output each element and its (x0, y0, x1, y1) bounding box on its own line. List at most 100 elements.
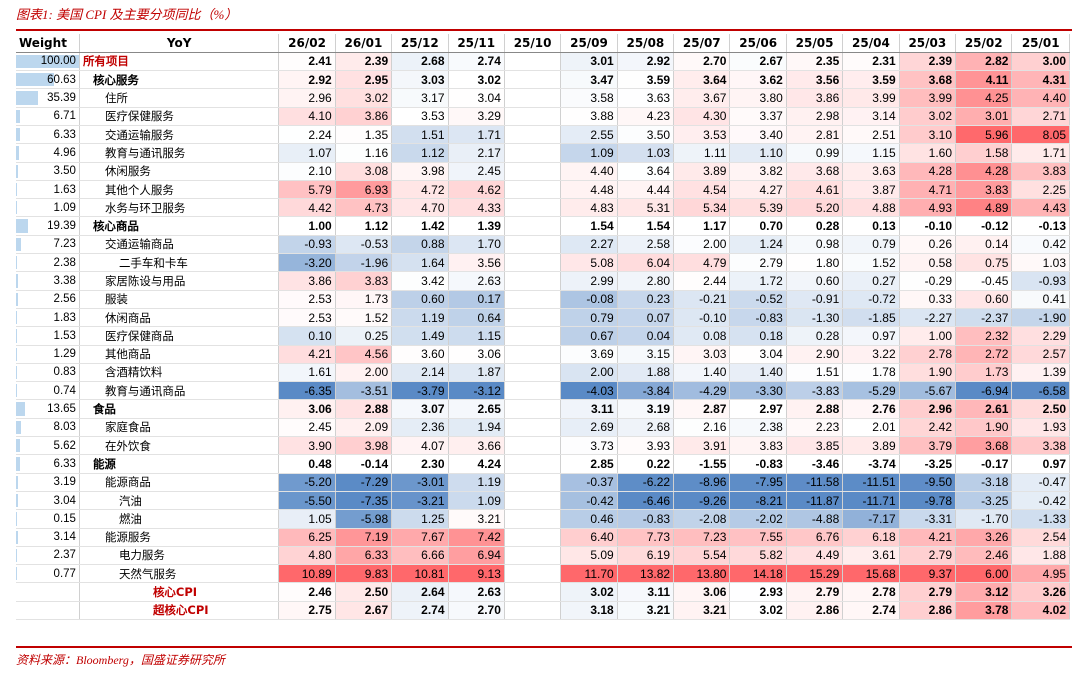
value-cell: 0.79 (560, 308, 618, 328)
value-cell: 3.98 (391, 162, 449, 181)
value-cell: 2.67 (335, 601, 393, 621)
value-cell: 2.38 (729, 418, 787, 438)
value-cell: -11.58 (786, 473, 844, 492)
value-cell: 1.10 (729, 143, 787, 163)
value-cell: -0.08 (560, 290, 618, 309)
value-cell: 5.34 (673, 198, 731, 218)
value-cell: 3.50 (617, 125, 675, 145)
table-row: 100.00 所有项目 2.41 2.39 2.68 2.74 3.01 2.92 2.70 2.… (16, 52, 1070, 72)
value-cell: 3.85 (786, 436, 844, 456)
value-cell: -0.47 (1011, 473, 1070, 492)
value-cell: -3.74 (842, 454, 900, 474)
table-row: 超核心CPI 2.75 2.67 2.74 2.70 3.18 3.21 3.21 3.02 2.… (16, 601, 1070, 621)
weight-bar (16, 201, 17, 215)
weight-bar (16, 402, 25, 416)
value-cell: 2.51 (842, 125, 900, 145)
top-rule (16, 29, 1072, 31)
value-cell: 2.81 (786, 125, 844, 145)
value-cell: 2.55 (560, 125, 618, 145)
value-cell: -3.18 (955, 473, 1013, 492)
weight-cell (16, 582, 80, 602)
value-cell: 2.50 (1011, 399, 1070, 419)
value-cell: 1.87 (448, 363, 505, 383)
value-cell: 0.60 (786, 271, 844, 291)
value-cell: 4.89 (955, 198, 1013, 218)
value-cell: 3.83 (1011, 162, 1070, 181)
column-header: 25/01 (1011, 34, 1070, 53)
table-row: 6.71 医疗保健服务 4.10 3.86 3.53 3.29 3.88 4.23 4.30 3.… (16, 107, 1070, 126)
value-cell: 3.80 (729, 88, 787, 108)
value-cell: 2.41 (278, 52, 336, 72)
bottom-rule (16, 646, 1072, 648)
value-cell: 7.67 (391, 528, 449, 547)
item-name: 能源商品 (79, 473, 280, 492)
value-cell (504, 235, 562, 255)
value-cell: -8.21 (729, 491, 787, 511)
weight-cell (16, 601, 80, 621)
table-row: 核心CPI 2.46 2.50 2.64 2.63 3.02 3.11 3.06 2.93 2.7… (16, 582, 1070, 602)
value-cell (504, 582, 562, 602)
value-cell: 2.09 (335, 418, 393, 438)
table-row: 3.50 休闲服务 2.10 3.08 3.98 2.45 4.40 3.64 3.89 3.82… (16, 162, 1070, 181)
value-cell: 1.80 (786, 253, 844, 273)
value-cell: 1.70 (448, 235, 505, 255)
value-cell: 2.42 (899, 418, 957, 438)
weight-bar (16, 182, 18, 197)
weight-bar (16, 420, 22, 435)
table-row: 5.62 在外饮食 3.90 3.98 4.07 3.66 3.73 3.93 3.91 3.83… (16, 436, 1070, 456)
weight-value: 35.39 (47, 92, 76, 105)
value-cell: 1.51 (391, 125, 449, 145)
weight-value: 5.62 (53, 439, 76, 452)
value-cell: 2.98 (786, 107, 844, 126)
value-cell: 9.13 (448, 564, 505, 584)
value-cell: -6.94 (955, 381, 1013, 401)
table-row: 3.04 汽油 -5.50 -7.35 -3.21 1.09 -0.42 -6.46 -9.26… (16, 491, 1070, 511)
value-cell: 1.11 (673, 143, 731, 163)
value-cell: 6.40 (560, 528, 618, 547)
value-cell: 4.54 (673, 180, 731, 200)
value-cell (504, 326, 562, 346)
value-cell: 3.61 (842, 546, 900, 566)
weight-cell: 1.09 (16, 198, 80, 218)
value-cell: 2.75 (278, 601, 336, 621)
value-cell: 0.64 (448, 308, 505, 328)
value-cell: -3.25 (899, 454, 957, 474)
weight-cell: 0.74 (16, 381, 80, 401)
weight-value: 3.50 (53, 165, 76, 178)
value-cell: 8.05 (1011, 125, 1070, 145)
value-cell: 2.79 (786, 582, 844, 602)
value-cell: 3.03 (391, 70, 449, 90)
value-cell: 2.96 (278, 88, 336, 108)
value-cell: 1.05 (278, 509, 336, 529)
value-cell: -0.52 (729, 290, 787, 309)
item-name: 家庭食品 (79, 418, 280, 438)
value-cell: -0.14 (335, 454, 393, 474)
value-cell: 3.63 (842, 162, 900, 181)
value-cell: -6.35 (278, 381, 336, 401)
weight-cell: 3.19 (16, 473, 80, 492)
item-name: 所有项目 (79, 52, 280, 72)
value-cell: -7.29 (335, 473, 393, 492)
value-cell: -7.95 (729, 473, 787, 492)
value-cell (504, 88, 562, 108)
value-cell: 4.40 (560, 162, 618, 181)
value-cell: 3.98 (335, 436, 393, 456)
value-cell: 1.39 (1011, 363, 1070, 383)
value-cell: 0.14 (955, 235, 1013, 255)
value-cell: 0.26 (899, 235, 957, 255)
value-cell: 1.88 (1011, 546, 1070, 566)
value-cell: 2.17 (448, 143, 505, 163)
value-cell: -0.83 (729, 308, 787, 328)
weight-bar (16, 329, 17, 343)
weight-value: 8.03 (53, 421, 76, 434)
value-cell: 3.86 (335, 107, 393, 126)
value-cell: 4.56 (335, 345, 393, 364)
weight-bar (16, 109, 21, 123)
value-cell: 3.02 (899, 107, 957, 126)
item-name: 水务与环卫服务 (79, 198, 280, 218)
value-cell: -6.22 (617, 473, 675, 492)
item-name: 住所 (79, 88, 280, 108)
table-row: 3.19 能源商品 -5.20 -7.29 -3.01 1.19 -0.37 -6.22 -8.… (16, 473, 1070, 492)
weight-cell: 35.39 (16, 88, 80, 108)
value-cell: 3.66 (448, 436, 505, 456)
